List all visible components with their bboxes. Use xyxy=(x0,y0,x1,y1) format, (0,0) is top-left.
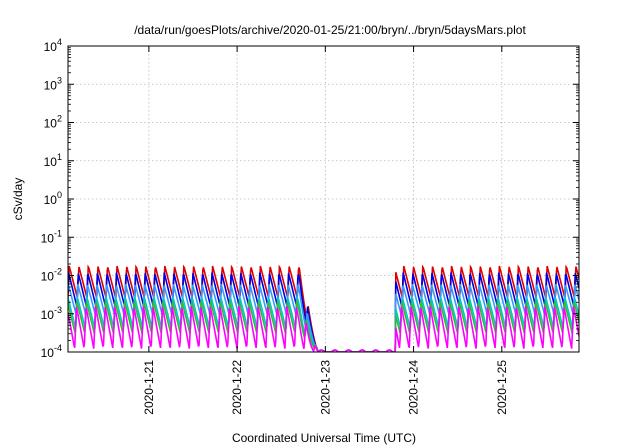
y-tick-label: 10-3 xyxy=(41,305,62,322)
series-layer xyxy=(68,264,579,352)
y-axis: 10-4 10-3 10-2 10-1 100 101 102 103 104 xyxy=(41,37,579,360)
x-tick-label: 2020-1-24 xyxy=(407,360,421,415)
y-tick-label: 10-4 xyxy=(41,343,62,360)
x-tick-label: 2020-1-23 xyxy=(318,360,332,415)
y-tick-label: 101 xyxy=(44,152,62,169)
x-tick-label: 2020-1-21 xyxy=(142,360,156,415)
y-axis-label: cSv/day xyxy=(11,178,25,221)
series-line xyxy=(68,300,579,352)
chart-title: /data/run/goesPlots/archive/2020-01-25/2… xyxy=(134,23,526,37)
series-line xyxy=(68,305,579,352)
y-tick-label: 10-1 xyxy=(41,228,62,245)
x-axis-label: Coordinated Universal Time (UTC) xyxy=(232,431,416,445)
y-tick-label: 104 xyxy=(44,37,62,54)
y-tick-label: 102 xyxy=(44,114,62,131)
y-tick-label: 100 xyxy=(44,190,62,207)
y-tick-label: 10-2 xyxy=(41,267,62,284)
x-tick-label: 2020-1-25 xyxy=(495,360,509,415)
x-tick-label: 2020-1-22 xyxy=(230,360,244,415)
x-axis: 2020-1-21 2020-1-22 2020-1-23 2020-1-24 2020… xyxy=(142,46,509,415)
y-tick-label: 103 xyxy=(44,75,62,92)
